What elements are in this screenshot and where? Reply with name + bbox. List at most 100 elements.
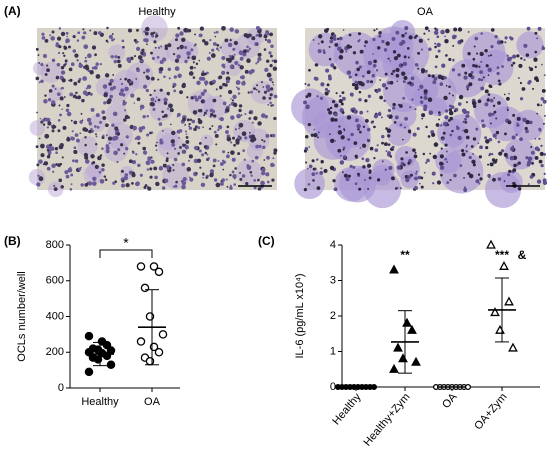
nucleus (114, 126, 119, 131)
nucleus (111, 123, 115, 127)
nucleus (233, 102, 238, 108)
nucleus (47, 98, 52, 102)
nucleus (257, 56, 262, 62)
nucleus (462, 120, 465, 124)
nucleus (490, 28, 495, 32)
cell (119, 165, 134, 180)
nucleus (516, 123, 520, 127)
nucleus (383, 142, 388, 147)
nucleus (57, 129, 61, 133)
nucleus (479, 51, 484, 57)
nucleus (204, 136, 207, 139)
nucleus (265, 84, 271, 90)
nucleus (439, 82, 444, 86)
nucleus (40, 153, 45, 158)
nucleus (69, 92, 74, 97)
nucleus (54, 146, 59, 151)
nucleus (326, 83, 330, 87)
nucleus (381, 134, 385, 139)
nucleus (501, 65, 504, 68)
nucleus (127, 28, 133, 33)
nucleus (308, 146, 311, 148)
nucleus (213, 114, 217, 118)
nucleus (247, 91, 250, 94)
nucleus (477, 78, 481, 82)
nucleus (232, 67, 235, 70)
nucleus (533, 57, 538, 62)
nucleus (351, 82, 356, 87)
nucleus (177, 26, 181, 30)
nucleus (450, 105, 455, 109)
nucleus (525, 53, 530, 57)
nucleus (164, 178, 169, 183)
nucleus (431, 171, 436, 176)
nucleus (445, 150, 448, 153)
nucleus (392, 106, 396, 110)
nucleus (262, 86, 265, 88)
nucleus (338, 55, 344, 60)
nucleus (377, 46, 381, 50)
nucleus (239, 56, 244, 61)
nucleus (487, 93, 491, 96)
nucleus (347, 174, 351, 178)
nucleus (256, 60, 260, 64)
nucleus (235, 128, 237, 131)
nucleus (105, 149, 110, 154)
nucleus (452, 59, 455, 62)
nucleus (72, 35, 76, 39)
nucleus (429, 152, 432, 155)
nucleus (73, 149, 78, 155)
y-tick-label: 200 (46, 346, 64, 358)
y-axis-label: IL-6 (pg/mL x10⁴) (294, 273, 306, 358)
nucleus (213, 130, 217, 134)
nucleus (248, 47, 252, 50)
nucleus (414, 151, 417, 154)
nucleus (519, 137, 523, 141)
nucleus (84, 183, 89, 187)
nucleus (399, 104, 403, 108)
nucleus (438, 111, 441, 114)
nucleus (229, 27, 234, 32)
nucleus (255, 26, 260, 30)
nucleus (444, 158, 447, 161)
nucleus (144, 31, 149, 36)
nucleus (214, 134, 219, 138)
nucleus (401, 71, 406, 76)
nucleus (194, 33, 196, 36)
nucleus (445, 54, 448, 57)
nucleus (355, 60, 359, 65)
nucleus (226, 71, 230, 75)
point (393, 342, 403, 352)
nucleus (209, 169, 215, 174)
nucleus (109, 94, 114, 99)
nucleus (149, 131, 152, 135)
nucleus (266, 39, 272, 44)
nucleus (343, 129, 346, 132)
nucleus (211, 48, 215, 52)
nucleus (164, 46, 169, 51)
nucleus (155, 149, 158, 152)
nucleus (433, 142, 439, 147)
nucleus (212, 164, 216, 168)
nucleus (342, 148, 345, 151)
nucleus (313, 128, 316, 131)
nucleus (504, 36, 508, 40)
nucleus (49, 34, 52, 37)
nucleus (187, 56, 190, 59)
nucleus (367, 94, 372, 98)
nucleus (465, 120, 467, 123)
nucleus (94, 142, 98, 146)
nucleus (135, 181, 140, 186)
nucleus (366, 110, 369, 113)
nucleus (497, 140, 501, 144)
nucleus (42, 53, 47, 58)
nucleus (390, 72, 394, 76)
nucleus (197, 95, 202, 100)
nucleus (538, 159, 543, 164)
nucleus (311, 159, 315, 163)
nucleus (322, 51, 326, 54)
nucleus (188, 71, 194, 76)
nucleus (354, 73, 358, 77)
nucleus (250, 134, 256, 139)
nucleus (90, 154, 95, 159)
